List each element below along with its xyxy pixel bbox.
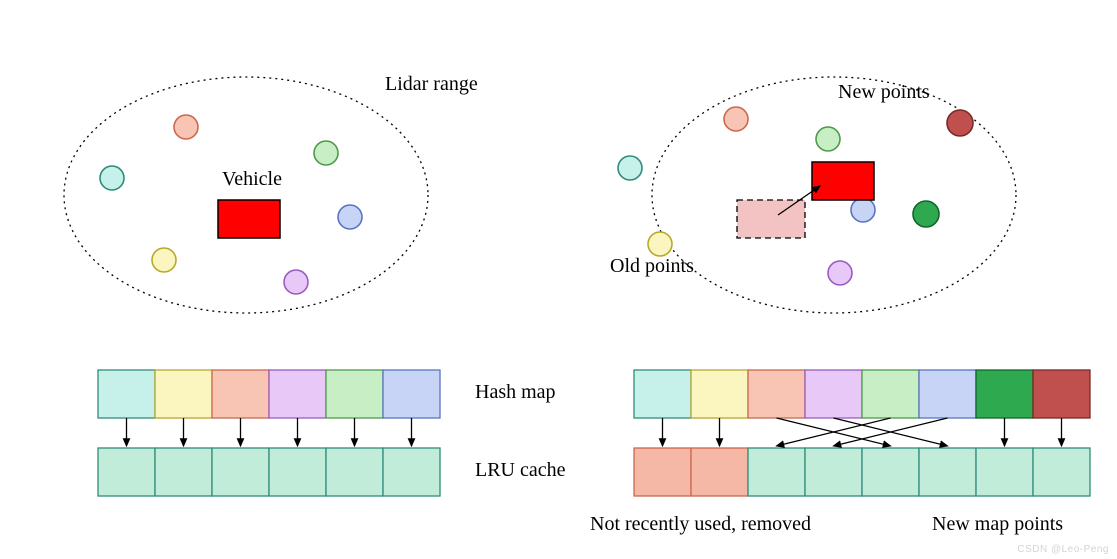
right-lru-cell-0	[634, 448, 691, 496]
label-new-map-points: New map points	[932, 513, 1063, 535]
old-point-1	[648, 232, 672, 256]
right-point-0	[724, 107, 748, 131]
right-lru-cell-7	[1033, 448, 1090, 496]
right-lru-cell-5	[919, 448, 976, 496]
right-lru-cell-4	[862, 448, 919, 496]
left-lru-cell-4	[326, 448, 383, 496]
left-point-5	[152, 248, 176, 272]
right-hash-cell-3	[805, 370, 862, 418]
vehicle-old	[737, 200, 805, 238]
right-hash-cell-6	[976, 370, 1033, 418]
label-hash-map: Hash map	[475, 381, 556, 403]
vehicle-new	[812, 162, 874, 200]
right-hash-cell-4	[862, 370, 919, 418]
label-lidar-range: Lidar range	[385, 73, 478, 95]
right-lru-cell-2	[748, 448, 805, 496]
left-lru-cell-1	[155, 448, 212, 496]
old-point-0	[618, 156, 642, 180]
right-lru-cell-6	[976, 448, 1033, 496]
label-vehicle: Vehicle	[222, 168, 282, 190]
right-point-1	[816, 127, 840, 151]
right-hash-cell-0	[634, 370, 691, 418]
right-lru-cell-1	[691, 448, 748, 496]
left-point-1	[174, 115, 198, 139]
right-hash-cell-7	[1033, 370, 1090, 418]
label-removed: Not recently used, removed	[590, 513, 811, 535]
left-point-0	[100, 166, 124, 190]
left-hash-cell-3	[269, 370, 326, 418]
right-lru-cell-3	[805, 448, 862, 496]
right-hash-cell-2	[748, 370, 805, 418]
label-lru-cache: LRU cache	[475, 459, 566, 481]
left-point-2	[314, 141, 338, 165]
diagram-canvas: Lidar range Vehicle New points Old points Ha…	[0, 0, 1117, 559]
lidar-range-ellipse-left	[64, 77, 428, 313]
left-hash-cell-5	[383, 370, 440, 418]
right-hash-cell-1	[691, 370, 748, 418]
right-point-3	[828, 261, 852, 285]
right-point-5	[947, 110, 973, 136]
label-old-points: Old points	[610, 255, 694, 277]
left-hash-cell-4	[326, 370, 383, 418]
vehicle-left	[218, 200, 280, 238]
left-point-3	[338, 205, 362, 229]
left-hash-cell-1	[155, 370, 212, 418]
right-hash-cell-5	[919, 370, 976, 418]
left-lru-cell-0	[98, 448, 155, 496]
left-lru-cell-2	[212, 448, 269, 496]
label-new-points: New points	[838, 81, 930, 103]
left-point-4	[284, 270, 308, 294]
left-lru-cell-5	[383, 448, 440, 496]
right-point-2	[851, 198, 875, 222]
right-point-4	[913, 201, 939, 227]
left-hash-cell-0	[98, 370, 155, 418]
left-lru-cell-3	[269, 448, 326, 496]
left-hash-cell-2	[212, 370, 269, 418]
watermark-text: CSDN @Leo-Peng	[1017, 544, 1109, 555]
